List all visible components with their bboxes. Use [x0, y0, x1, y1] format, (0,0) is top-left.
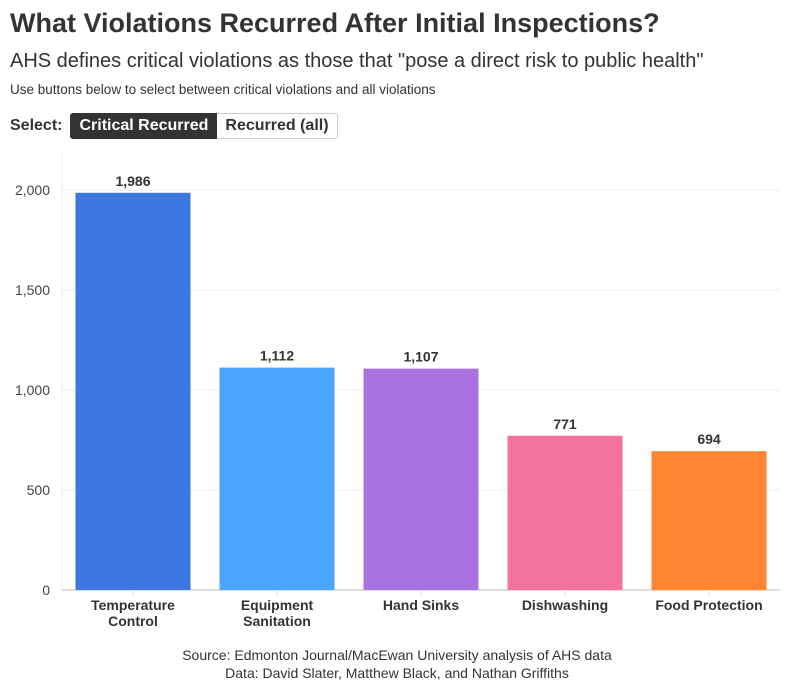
bar [219, 367, 335, 590]
value-label: 1,986 [115, 173, 150, 189]
chart-subtitle: AHS defines critical violations as those… [10, 50, 704, 72]
bar [507, 435, 623, 590]
bar [75, 192, 191, 591]
x-tick-label: Hand Sinks [383, 597, 459, 613]
x-tick-label: Temperature [91, 597, 175, 613]
x-tick-label: Food Protection [655, 597, 762, 613]
dataset-selector: Select: Critical Recurred Recurred (all) [10, 113, 338, 139]
x-tick-label: Equipment [241, 597, 314, 613]
select-label: Select: [10, 117, 63, 134]
value-label: 771 [553, 416, 577, 432]
y-tick-label: 1,000 [15, 382, 50, 398]
chart-title: What Violations Recurred After Initial I… [10, 8, 660, 38]
chart-description: Use buttons below to select between crit… [10, 82, 436, 97]
credits-note: Data: David Slater, Matthew Black, and N… [225, 665, 569, 681]
value-label: 1,107 [403, 349, 438, 365]
y-tick-label: 1,500 [15, 282, 50, 298]
y-tick-label: 2,000 [15, 182, 50, 198]
value-label: 1,112 [260, 348, 294, 364]
critical-recurred-button[interactable]: Critical Recurred [70, 113, 218, 139]
source-note: Source: Edmonton Journal/MacEwan Univers… [182, 647, 612, 663]
x-tick-label: Dishwashing [522, 597, 608, 613]
y-tick-label: 500 [27, 482, 51, 498]
bar [363, 368, 479, 590]
recurred-all-button[interactable]: Recurred (all) [217, 113, 338, 139]
bar [651, 451, 767, 590]
value-label: 694 [697, 431, 721, 447]
y-tick-label: 0 [42, 582, 50, 598]
x-tick-label: Control [108, 613, 158, 629]
x-tick-label: Sanitation [243, 613, 311, 629]
